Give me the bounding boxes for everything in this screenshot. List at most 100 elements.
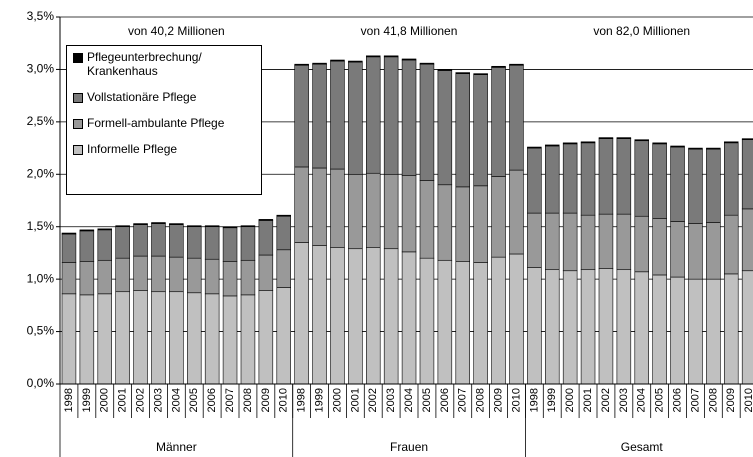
x-tick-label: 2008 [242, 388, 254, 412]
x-tick-label: 2005 [188, 388, 200, 412]
legend-item: Informelle Pflege [71, 142, 257, 156]
bar-segment [688, 278, 703, 385]
bar-segment [348, 60, 363, 63]
x-tick-label: 2003 [385, 388, 397, 412]
bar-segment [527, 147, 542, 214]
bar-segment [330, 168, 345, 248]
group-label: Männer [156, 440, 197, 454]
bar-segment [419, 180, 435, 259]
x-tick-label: 2008 [707, 388, 719, 412]
bar-segment [151, 222, 166, 224]
y-tick-label: 2,5% [27, 114, 55, 128]
bar-segment [509, 63, 524, 66]
bar-segment [723, 142, 739, 216]
bar-segment [312, 167, 327, 246]
legend-item: Vollstationäre Pflege [71, 90, 257, 104]
bar-segment [151, 255, 166, 293]
bar-segment [169, 291, 184, 385]
x-tick-label: 2009 [260, 388, 272, 412]
x-tick-label: 2004 [636, 388, 648, 412]
bar-segment [437, 70, 453, 186]
bar-segment [330, 247, 345, 385]
x-tick-label: 2006 [671, 388, 683, 412]
bar-segment [330, 59, 345, 62]
bar-segment [276, 214, 291, 217]
bar-segment [419, 257, 435, 385]
x-tick-label: 1998 [528, 388, 540, 412]
x-tick-label: 2001 [349, 388, 361, 412]
bar-segment [294, 64, 309, 168]
bar-segment [365, 55, 381, 58]
x-tick-label: 2006 [439, 388, 451, 412]
bar-segment [97, 293, 113, 385]
bar-segment [204, 225, 220, 228]
bar-segment [473, 185, 488, 263]
bar-segment [401, 58, 417, 61]
x-tick-label: 2006 [206, 388, 218, 412]
bar-segment [688, 148, 703, 224]
bar-segment [276, 287, 291, 385]
bar-segment [491, 176, 506, 258]
bar-segment [652, 274, 667, 385]
x-tick-label: 2005 [421, 388, 433, 412]
x-tick-label: 2004 [170, 388, 182, 412]
bar-segment [79, 230, 95, 262]
x-tick-label: 2000 [331, 388, 343, 412]
bar-segment [348, 248, 363, 385]
x-tick-label: 2002 [367, 388, 379, 412]
bar-segment [723, 141, 739, 144]
bar-segment [688, 223, 703, 280]
bar-segment [240, 259, 256, 296]
y-tick-label: 2,0% [27, 166, 55, 180]
x-tick-label: 2007 [689, 388, 701, 412]
bar-segment [562, 212, 578, 272]
bar-segment [473, 262, 488, 385]
bar-segment [527, 267, 542, 385]
bar-segment [491, 65, 506, 68]
bar-segment [294, 63, 309, 66]
bar-segment [598, 137, 614, 139]
y-tick-label: 0,0% [27, 376, 55, 390]
bar-segment [580, 269, 596, 385]
bar-segment [258, 220, 274, 256]
bar-segment [544, 144, 560, 147]
y-tick-label: 0,5% [27, 324, 55, 338]
bar-segment [365, 56, 381, 174]
x-tick-label: 2009 [492, 388, 504, 412]
bar-segment [133, 255, 148, 291]
y-tick-label: 1,5% [27, 219, 55, 233]
bar-segment [365, 172, 381, 248]
bar-segment [133, 224, 148, 257]
bar-segment [455, 261, 470, 385]
legend-swatch [73, 53, 83, 63]
bar-segment [473, 74, 488, 187]
bar-segment [204, 293, 220, 385]
bar-segment [634, 215, 649, 273]
group-label: Gesamt [621, 440, 664, 454]
x-tick-label: 2004 [403, 388, 415, 412]
bar-segment [383, 56, 399, 175]
bar-segment [79, 261, 95, 296]
bar-segment [437, 259, 453, 385]
bar-segment [706, 147, 721, 150]
bar-segment [97, 228, 113, 231]
bar-segment [204, 258, 220, 295]
bar-segment [509, 169, 524, 255]
bar-segment [455, 73, 470, 188]
legend-item: Formell-ambulante Pflege [71, 116, 257, 130]
bar-segment [312, 62, 327, 65]
bar-segment [133, 223, 148, 225]
bar-segment [598, 268, 614, 385]
bar-segment [222, 226, 238, 229]
group-label: Frauen [390, 440, 428, 454]
bar-segment [598, 138, 614, 215]
bar-segment [455, 72, 470, 74]
bar-segment [670, 146, 685, 222]
bar-segment [115, 226, 130, 259]
legend-swatch [73, 145, 83, 155]
x-tick-label: 2010 [743, 388, 753, 412]
bar-segment [437, 69, 453, 71]
bar-segment [706, 148, 721, 223]
bar-segment [491, 256, 506, 385]
